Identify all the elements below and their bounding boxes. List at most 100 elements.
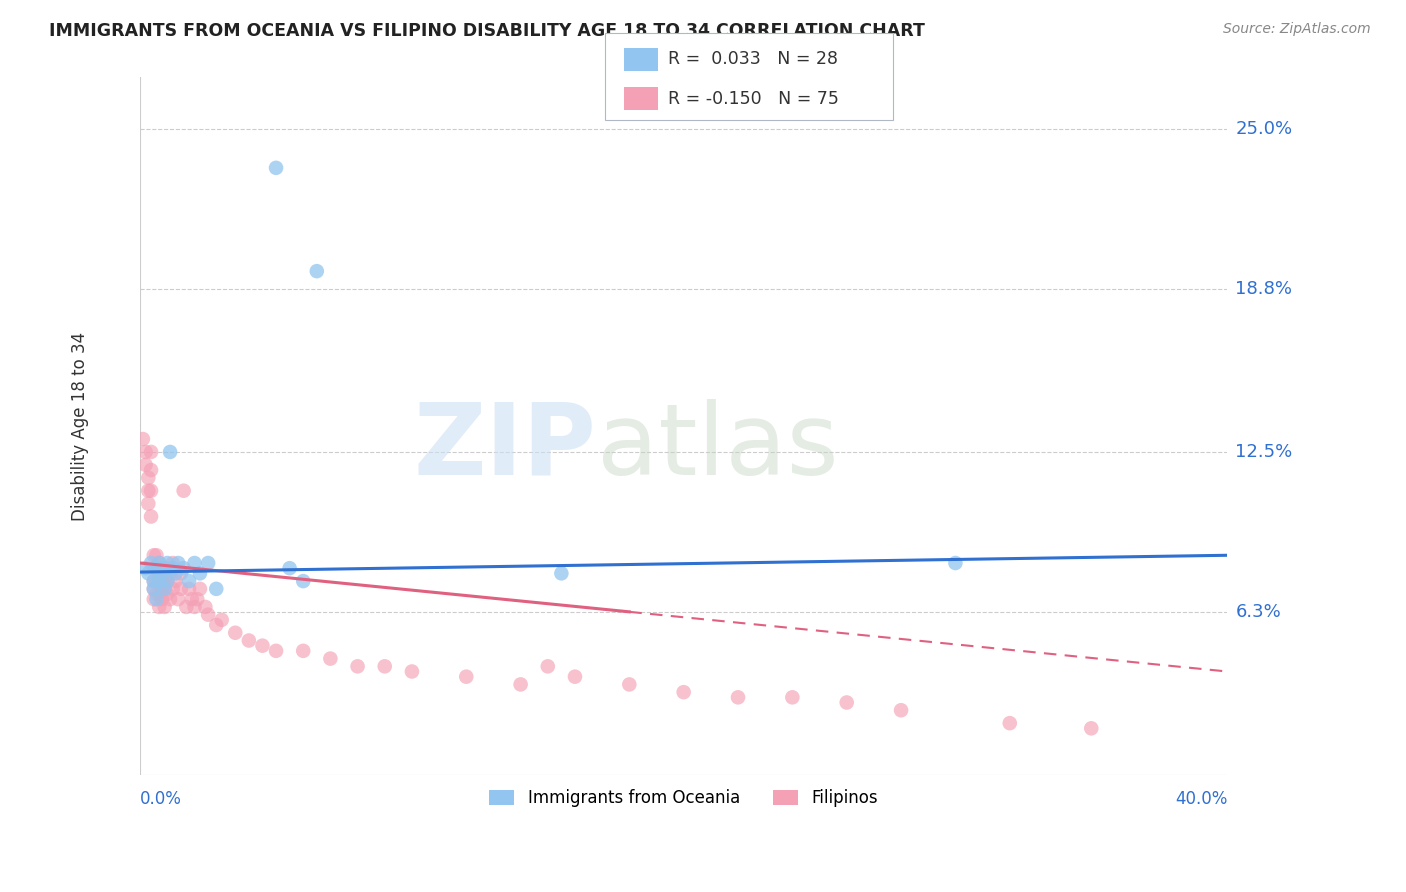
Point xyxy=(153,561,176,575)
Point xyxy=(550,566,572,581)
Point xyxy=(173,561,195,575)
Text: 25.0%: 25.0% xyxy=(1236,120,1292,138)
Point xyxy=(156,574,179,588)
Point xyxy=(835,696,858,710)
Point xyxy=(139,509,162,524)
Point xyxy=(167,556,190,570)
Point xyxy=(156,587,179,601)
Point xyxy=(374,659,396,673)
Text: 6.3%: 6.3% xyxy=(1236,603,1281,621)
Point xyxy=(156,556,179,570)
Point xyxy=(139,483,162,498)
Point xyxy=(148,574,170,588)
Point xyxy=(197,556,219,570)
Point xyxy=(148,574,170,588)
Point xyxy=(139,463,162,477)
Point xyxy=(150,566,173,581)
Point xyxy=(145,574,167,588)
Point xyxy=(148,566,170,581)
Point xyxy=(165,574,187,588)
Point xyxy=(150,592,173,607)
Point xyxy=(305,264,328,278)
Point xyxy=(159,566,181,581)
Point xyxy=(278,561,301,575)
Point xyxy=(1080,722,1102,736)
Point xyxy=(264,644,287,658)
Point xyxy=(132,432,155,446)
Point xyxy=(153,566,176,581)
Point xyxy=(173,483,195,498)
Point xyxy=(194,599,217,614)
Text: 12.5%: 12.5% xyxy=(1236,443,1292,461)
Point xyxy=(136,497,159,511)
Point xyxy=(170,566,193,581)
Point xyxy=(998,716,1021,731)
Text: 0.0%: 0.0% xyxy=(141,790,181,808)
Point xyxy=(156,561,179,575)
Point xyxy=(145,587,167,601)
Point xyxy=(150,561,173,575)
Text: Source: ZipAtlas.com: Source: ZipAtlas.com xyxy=(1223,22,1371,37)
Point xyxy=(136,471,159,485)
Point xyxy=(319,651,342,665)
Point xyxy=(135,445,157,459)
Text: atlas: atlas xyxy=(596,399,838,496)
Point xyxy=(153,599,176,614)
Point xyxy=(148,599,170,614)
Point xyxy=(564,670,586,684)
Point xyxy=(176,599,198,614)
Point xyxy=(177,582,200,596)
Point xyxy=(142,574,165,588)
Text: Disability Age 18 to 34: Disability Age 18 to 34 xyxy=(72,332,90,521)
Point xyxy=(156,574,179,588)
Point xyxy=(180,592,202,607)
Point xyxy=(197,607,219,622)
Point xyxy=(188,566,211,581)
Point xyxy=(205,582,228,596)
Point xyxy=(142,549,165,563)
Point xyxy=(142,592,165,607)
Point xyxy=(224,625,246,640)
Point xyxy=(619,677,641,691)
Point xyxy=(148,556,170,570)
Point xyxy=(150,574,173,588)
Point xyxy=(142,582,165,596)
Point xyxy=(537,659,560,673)
Point xyxy=(162,582,184,596)
Point xyxy=(727,690,749,705)
Point xyxy=(153,574,176,588)
Point xyxy=(135,561,157,575)
Point xyxy=(162,561,184,575)
Point xyxy=(401,665,423,679)
Point xyxy=(167,592,190,607)
Point xyxy=(177,574,200,588)
Point xyxy=(186,592,208,607)
Point xyxy=(292,574,315,588)
Point xyxy=(136,566,159,581)
Point xyxy=(142,574,165,588)
Point xyxy=(252,639,274,653)
Text: R =  0.033   N = 28: R = 0.033 N = 28 xyxy=(668,51,838,69)
Point xyxy=(148,587,170,601)
Text: R = -0.150   N = 75: R = -0.150 N = 75 xyxy=(668,90,839,108)
Point xyxy=(145,561,167,575)
Text: ZIP: ZIP xyxy=(413,399,596,496)
Point xyxy=(264,161,287,175)
Text: 18.8%: 18.8% xyxy=(1236,280,1292,298)
Point xyxy=(188,582,211,596)
Point xyxy=(170,582,193,596)
Point xyxy=(162,556,184,570)
Point xyxy=(139,556,162,570)
Point xyxy=(136,483,159,498)
Point xyxy=(782,690,804,705)
Point xyxy=(346,659,368,673)
Legend: Immigrants from Oceania, Filipinos: Immigrants from Oceania, Filipinos xyxy=(481,780,886,815)
Text: 40.0%: 40.0% xyxy=(1175,790,1227,808)
Point xyxy=(183,599,205,614)
Point xyxy=(153,582,176,596)
Point xyxy=(672,685,695,699)
Point xyxy=(150,582,173,596)
Point xyxy=(145,561,167,575)
Point xyxy=(211,613,233,627)
Point xyxy=(945,556,967,570)
